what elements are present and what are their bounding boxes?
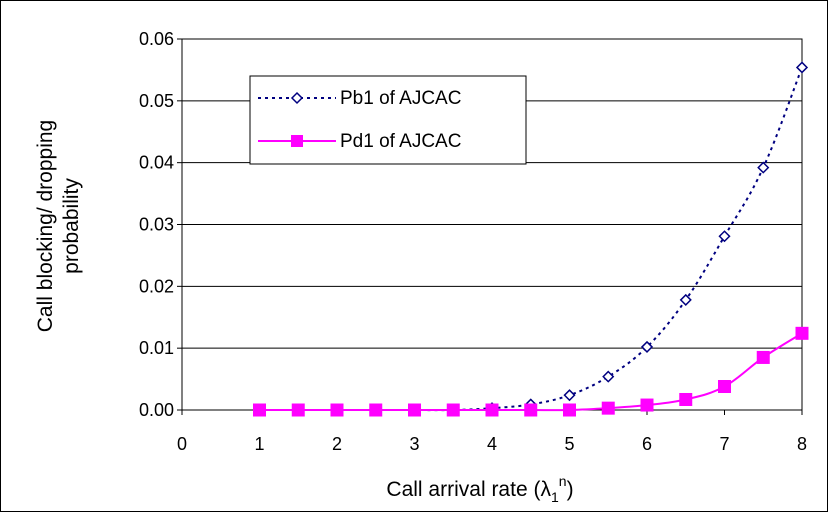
x-tick-label: 8 [797,434,807,454]
x-axis-label-close: ) [567,478,574,501]
x-tick-label: 0 [177,434,187,454]
y-tick-label: 0.00 [139,400,174,420]
data-point-square [446,403,460,417]
legend-marker-pd1 [291,135,303,147]
data-point-square [253,403,266,417]
data-point-diamond [640,340,654,353]
legend-box [249,75,527,165]
data-point-square [563,403,576,417]
x-axis-label-main: Call arrival rate ( [386,478,540,501]
data-point-diamond [679,293,692,306]
y-axis-label-line-1: Call blocking/ dropping [34,120,57,332]
data-point-diamond [563,389,576,402]
y-tick-label: 0.05 [139,91,174,111]
y-tick-label: 0.04 [139,153,174,173]
x-tick-label: 1 [254,434,264,454]
data-point-square [601,401,615,415]
y-tick-label: 0.03 [139,215,174,235]
data-point-square [640,398,654,412]
legend-entry-pd1: Pd1 of AJCAC [258,131,461,152]
data-point-square [524,403,538,417]
data-point-square [756,350,770,364]
x-tick-label: 7 [719,434,729,454]
y-axis-label-line-2: probability [60,178,83,274]
data-point-square [291,403,305,417]
data-point-diamond [795,61,809,74]
x-tick-label: 6 [642,434,652,454]
data-point-square [718,380,731,394]
legend: Pb1 of AJCAC Pd1 of AJCAC [249,75,527,165]
y-axis-ticks: 0.00 0.01 0.02 0.03 0.04 0.05 0.06 [139,29,182,420]
data-point-square [795,326,809,340]
series-pd1-of-ajcac [253,326,809,417]
legend-entry-pb1: Pb1 of AJCAC [258,88,461,109]
x-axis-label: Call arrival rate (λ1n) [386,473,573,505]
data-point-diamond [602,370,615,383]
x-axis-label-superscript: n [559,473,567,489]
data-point-square [679,392,693,406]
legend-marker-pb1 [290,91,304,105]
data-point-square [485,403,499,417]
x-tick-label: 4 [487,434,497,454]
legend-label-pd1: Pd1 of AJCAC [340,131,461,152]
data-point-diamond [718,230,731,243]
x-axis-label-subscript: 1 [551,489,559,505]
y-tick-label: 0.06 [139,29,174,49]
x-axis-label-symbol: λ [540,478,551,501]
x-axis-ticks: 0 1 2 3 4 5 6 7 8 [177,410,807,454]
x-tick-label: 3 [409,434,419,454]
y-tick-label: 0.02 [139,276,174,296]
series-layer [253,61,809,417]
data-point-diamond [757,161,770,174]
y-tick-label: 0.01 [139,338,174,358]
x-tick-label: 2 [332,434,342,454]
data-point-square [330,403,344,417]
legend-label-pb1: Pb1 of AJCAC [340,88,461,109]
data-point-square [408,403,421,417]
x-tick-label: 5 [564,434,574,454]
data-point-square [369,403,383,417]
